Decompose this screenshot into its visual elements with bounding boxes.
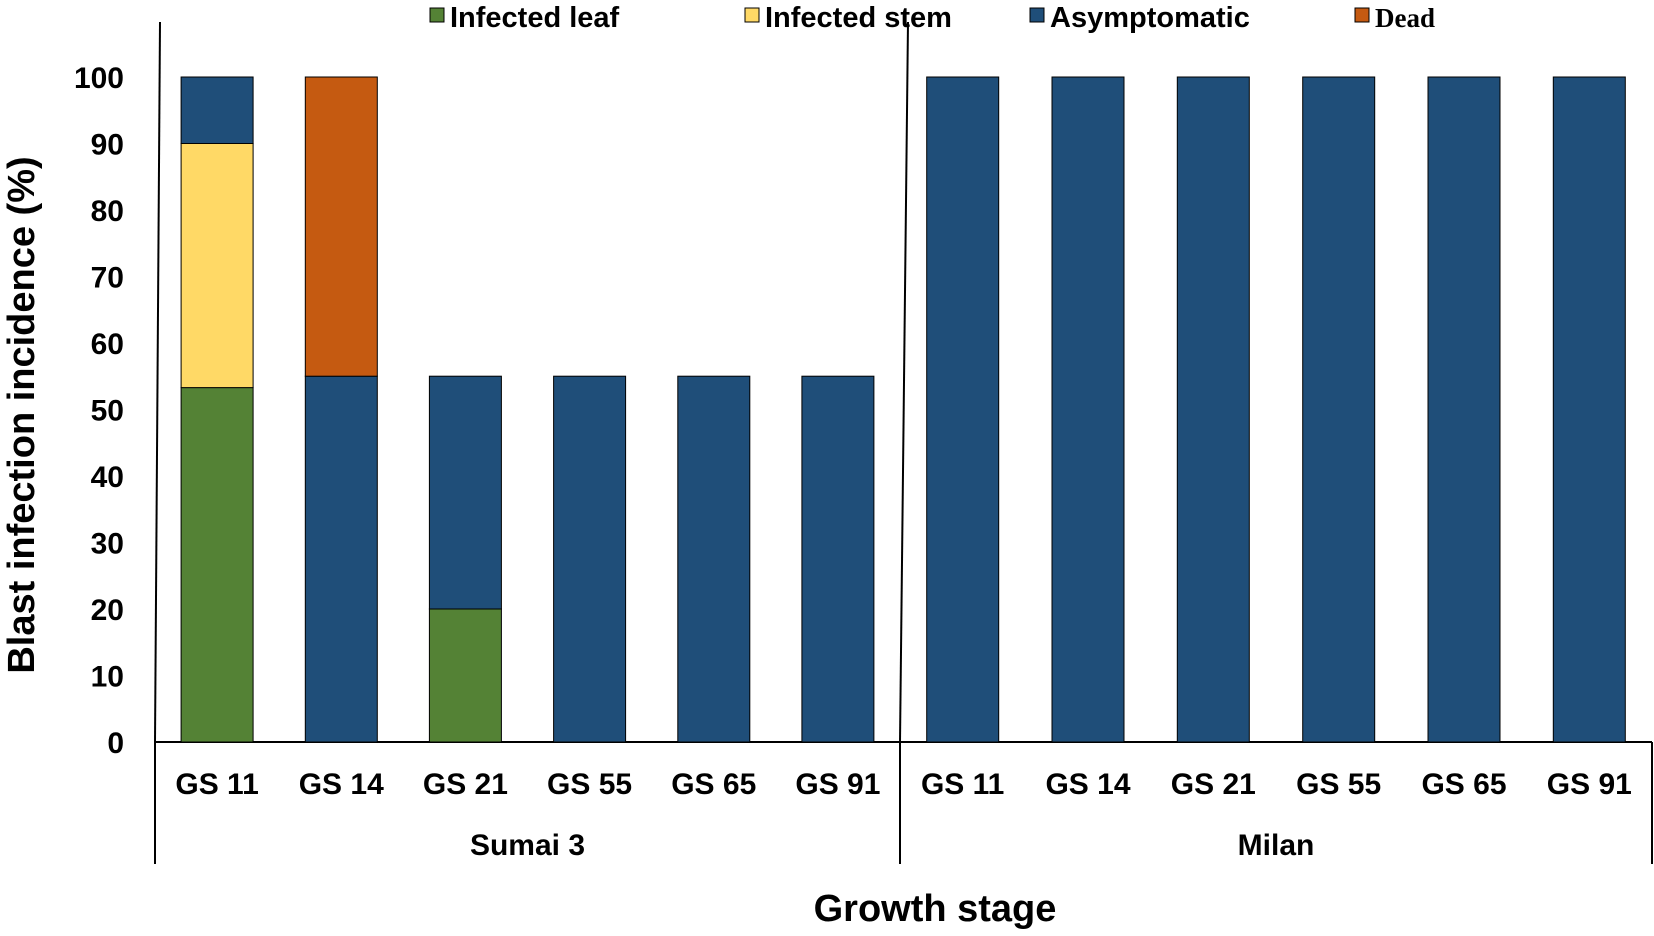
legend: Infected leaf Infected stem Asymptomatic De…: [429, 2, 1435, 34]
bar-asymptomatic-milan-gs65: [1427, 76, 1501, 743]
y-tick-label: 0: [107, 727, 124, 760]
x-tick-label: GS 55: [547, 768, 632, 801]
legend-swatch: [429, 7, 445, 23]
x-tick-label: GS 55: [1296, 768, 1381, 801]
y-tick-label: 80: [91, 195, 124, 228]
bar-asymptomatic-sumai-3-gs91: [801, 375, 875, 743]
x-tick-label: GS 11: [175, 768, 258, 801]
x-tick-label: GS 65: [1421, 768, 1506, 801]
legend-label: Dead: [1375, 3, 1435, 33]
x-tick-label: GS 11: [921, 768, 1004, 801]
y-tick-label: 90: [91, 129, 124, 162]
panel-separator-line: [899, 21, 909, 743]
x-tick-label: GS 14: [299, 768, 384, 801]
x-tick-label: GS 91: [1547, 768, 1632, 801]
bar-asymptomatic-milan-gs55: [1302, 76, 1376, 743]
x-tick-label: GS 21: [423, 768, 508, 801]
x-tick-label: GS 21: [1171, 768, 1256, 801]
y-tick-label: 60: [91, 328, 124, 361]
labels-layer: 0 10 20 30 40 50 60 70 80 90 100 GS 11 GS 14 GS 21 GS …: [74, 62, 1632, 862]
bar-asymptomatic-sumai-3-gs21: [428, 375, 502, 610]
bars-layer: [180, 76, 1626, 743]
bar-dead-sumai-3-gs14: [304, 76, 378, 377]
y-tick-label: 50: [91, 395, 124, 428]
bar-asymptomatic-milan-gs11: [926, 76, 1000, 743]
x-tick-label: GS 14: [1045, 768, 1130, 801]
bar-asymptomatic-sumai-3-gs14: [304, 375, 378, 743]
bar-asymptomatic-sumai-3-gs11: [180, 76, 254, 144]
legend-swatch: [744, 7, 760, 23]
bar-infected-stem-sumai-3-gs11: [180, 143, 254, 389]
y-tick-label: 100: [74, 62, 124, 95]
y-tick-label: 40: [91, 461, 124, 494]
group-label: Sumai 3: [470, 829, 585, 862]
bar-asymptomatic-milan-gs14: [1051, 76, 1125, 743]
x-axis-title: Growth stage: [814, 888, 1057, 930]
legend-label: Asymptomatic: [1050, 2, 1250, 34]
group-label: Milan: [1238, 829, 1315, 862]
y-axis-line: [154, 21, 161, 743]
legend-label: Infected leaf: [450, 2, 620, 34]
y-axis-title: Blast infection incidence (%): [1, 156, 43, 673]
y-tick-label: 70: [91, 262, 124, 295]
x-tick-label: GS 91: [795, 768, 880, 801]
legend-swatch: [1029, 7, 1045, 23]
bar-asymptomatic-milan-gs91: [1552, 76, 1626, 743]
y-tick-label: 30: [91, 528, 124, 561]
bar-asymptomatic-milan-gs21: [1176, 76, 1250, 743]
bar-asymptomatic-sumai-3-gs55: [553, 375, 627, 743]
legend-swatch: [1354, 7, 1370, 23]
x-tick-label: GS 65: [671, 768, 756, 801]
axes-layer: [154, 21, 1653, 864]
y-tick-label: 10: [91, 661, 124, 694]
bar-asymptomatic-sumai-3-gs65: [677, 375, 751, 743]
bar-infected-leaf-sumai-3-gs21: [428, 608, 502, 743]
legend-label: Infected stem: [765, 2, 952, 34]
y-tick-label: 20: [91, 594, 124, 627]
bar-infected-leaf-sumai-3-gs11: [180, 387, 254, 743]
